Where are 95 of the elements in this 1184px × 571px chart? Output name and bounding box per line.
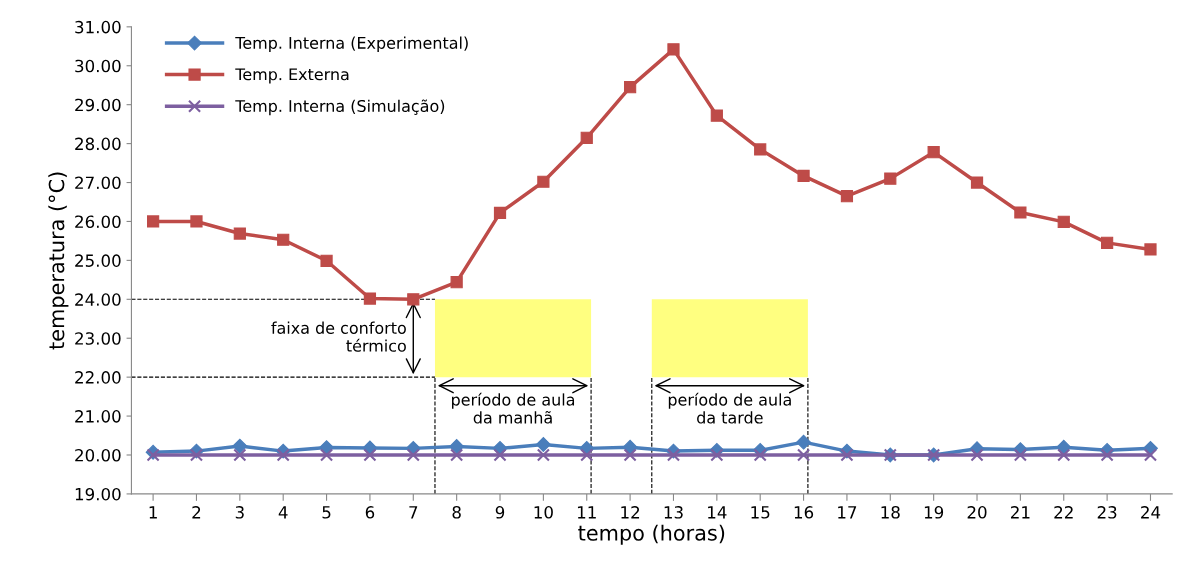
x-tick-label: 13	[664, 506, 683, 519]
point	[407, 293, 420, 306]
x-axis-title: tempo (horas)	[578, 524, 725, 545]
y-tick-label: 19.00	[75, 487, 121, 501]
x-tick-label: 18	[881, 506, 900, 519]
point	[320, 254, 333, 267]
point	[1101, 236, 1114, 249]
x-tick-label: 5	[322, 506, 331, 519]
point	[233, 448, 247, 462]
y-axis-title: temperatura (°C)	[48, 172, 69, 350]
point	[450, 448, 464, 462]
y-tick-label: 30.00	[75, 59, 121, 73]
point	[363, 292, 377, 305]
point	[1013, 448, 1027, 462]
y-tick-label: 27.00	[75, 176, 121, 190]
point	[363, 448, 377, 462]
y-tick-label: 24.00	[75, 293, 121, 306]
point	[1143, 448, 1158, 462]
point	[1057, 448, 1071, 462]
x-tick-label: 11	[577, 506, 596, 519]
point	[537, 175, 550, 188]
x-tick-label: 1	[149, 506, 157, 519]
x-tick-label: 7	[409, 506, 418, 519]
point	[1144, 243, 1157, 256]
x-tick-label: 12	[621, 506, 640, 519]
x-tick-label: 19	[924, 506, 944, 519]
point	[796, 448, 811, 462]
point	[493, 206, 507, 220]
x-tick-label: 4	[278, 506, 288, 519]
point	[840, 448, 854, 462]
legend-label: Temp. Externa	[235, 68, 349, 84]
y-tick-label: 20.00	[75, 448, 121, 462]
point	[450, 276, 463, 289]
point	[754, 143, 767, 156]
point	[276, 448, 290, 462]
x-tick-label: 17	[838, 506, 857, 519]
point	[1014, 206, 1027, 219]
y-tick-label: 25.00	[75, 254, 121, 267]
x-tick-label: 23	[1097, 506, 1117, 519]
point	[493, 448, 507, 462]
x-tick-label: 21	[1011, 506, 1030, 519]
point	[623, 448, 637, 462]
point	[580, 448, 594, 462]
point	[970, 176, 984, 189]
point	[277, 233, 290, 246]
y-tick-label: 29.00	[75, 98, 121, 112]
point	[927, 146, 940, 159]
x-tick-label: 24	[1141, 506, 1161, 519]
point	[753, 448, 767, 462]
point	[1057, 215, 1070, 228]
y-tick-label: 31.00	[75, 20, 121, 34]
x-tick-label: 2	[192, 506, 201, 519]
point	[406, 448, 420, 462]
point	[710, 109, 723, 122]
point	[190, 215, 203, 228]
band-label: período de aula da tarde	[668, 392, 791, 424]
y-tick-label: 22.00	[75, 371, 121, 384]
point	[146, 448, 160, 462]
annotation: faixa de conforto térmico	[271, 321, 406, 352]
point	[710, 448, 724, 462]
y-tick-label: 26.00	[75, 215, 121, 229]
x-tick-label: 8	[452, 506, 461, 519]
point	[884, 172, 897, 185]
point	[1100, 448, 1114, 462]
y-tick-label: 23.00	[75, 332, 121, 345]
y-tick-label: 28.00	[75, 137, 121, 151]
point	[797, 169, 810, 183]
point	[535, 437, 551, 452]
x-tick-label: 10	[534, 506, 553, 519]
x-tick-label: 15	[751, 506, 770, 519]
x-tick-label: 14	[708, 506, 727, 519]
point	[449, 438, 465, 454]
point	[796, 434, 811, 450]
legend-label: Temp. Interna (Simulação)	[235, 99, 445, 116]
point	[623, 81, 637, 94]
legend-label: Temp. Interna (Experimental)	[235, 36, 468, 52]
point	[189, 448, 204, 462]
x-tick-label: 6	[365, 506, 375, 519]
x-tick-label: 9	[495, 506, 505, 519]
point	[666, 448, 681, 462]
band-label: período de aula da manhã	[452, 392, 575, 424]
y-tick-label: 21.00	[75, 410, 121, 423]
point	[667, 43, 680, 56]
x-tick-label: 3	[235, 506, 244, 519]
point	[319, 448, 334, 462]
x-tick-label: 20	[967, 506, 987, 519]
point	[840, 190, 854, 203]
x-tick-label: 22	[1054, 506, 1073, 519]
point	[233, 227, 246, 240]
point	[536, 448, 550, 462]
point	[146, 215, 160, 228]
point	[580, 131, 593, 144]
x-tick-label: 16	[794, 506, 814, 519]
point	[970, 448, 984, 462]
point	[232, 438, 248, 454]
